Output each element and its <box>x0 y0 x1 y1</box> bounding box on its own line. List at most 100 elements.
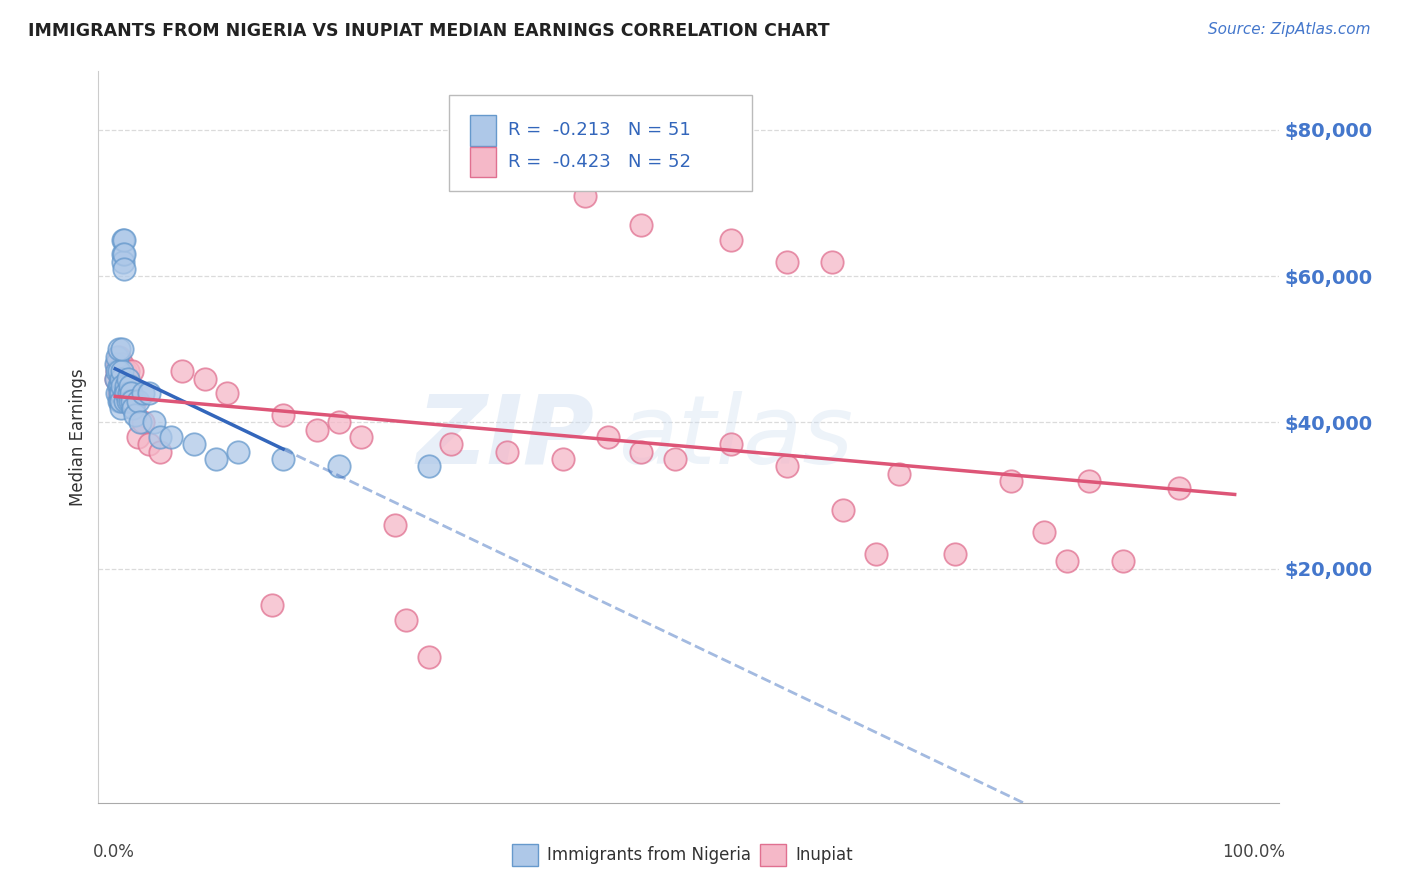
Point <box>115 371 138 385</box>
Text: atlas: atlas <box>619 391 853 483</box>
Text: Immigrants from Nigeria: Immigrants from Nigeria <box>547 847 751 864</box>
Point <box>110 371 132 385</box>
Point <box>121 364 143 378</box>
Point <box>117 393 139 408</box>
Point <box>112 233 135 247</box>
Point <box>107 379 129 393</box>
Point <box>128 416 150 430</box>
Point <box>1033 525 1056 540</box>
Point <box>205 452 228 467</box>
Text: R =  -0.423   N = 52: R = -0.423 N = 52 <box>508 153 692 171</box>
Point <box>865 547 887 561</box>
Text: Source: ZipAtlas.com: Source: ZipAtlas.com <box>1208 22 1371 37</box>
Point <box>112 233 135 247</box>
Point <box>107 386 129 401</box>
Point <box>1056 554 1078 568</box>
Bar <box>471 146 496 178</box>
Point <box>107 364 129 378</box>
Text: R =  -0.213   N = 51: R = -0.213 N = 51 <box>508 121 690 139</box>
Point <box>107 386 129 401</box>
Point <box>115 379 138 393</box>
Point <box>271 452 294 467</box>
Bar <box>512 845 537 866</box>
Text: 100.0%: 100.0% <box>1222 843 1285 861</box>
Point <box>107 393 129 408</box>
Text: ZIP: ZIP <box>416 391 595 483</box>
Point <box>115 386 138 401</box>
Point <box>831 503 853 517</box>
Point <box>821 254 844 268</box>
Point <box>1078 474 1101 488</box>
Point <box>630 218 652 232</box>
Point <box>160 430 183 444</box>
Point <box>350 430 373 444</box>
Point <box>108 386 131 401</box>
Point <box>114 386 136 401</box>
Y-axis label: Median Earnings: Median Earnings <box>69 368 87 506</box>
Text: IMMIGRANTS FROM NIGERIA VS INUPIAT MEDIAN EARNINGS CORRELATION CHART: IMMIGRANTS FROM NIGERIA VS INUPIAT MEDIA… <box>28 22 830 40</box>
Bar <box>471 115 496 146</box>
Point <box>107 364 129 378</box>
Point <box>111 386 134 401</box>
Point <box>114 364 136 378</box>
Point <box>596 430 619 444</box>
Point <box>117 386 139 401</box>
Point <box>122 401 145 415</box>
Point <box>328 416 350 430</box>
FancyBboxPatch shape <box>449 95 752 191</box>
Point <box>110 386 132 401</box>
Point <box>138 437 160 451</box>
Point <box>183 437 205 451</box>
Point <box>887 467 910 481</box>
Point <box>111 357 134 371</box>
Point <box>114 393 136 408</box>
Point <box>271 408 294 422</box>
Point <box>117 371 139 385</box>
Point <box>440 437 463 451</box>
Point <box>720 233 742 247</box>
Point <box>112 379 135 393</box>
Point <box>107 350 129 364</box>
Point <box>107 350 129 364</box>
Point <box>776 254 799 268</box>
Point <box>105 371 128 385</box>
Text: 0.0%: 0.0% <box>93 843 135 861</box>
Point <box>108 386 131 401</box>
Point <box>108 393 131 408</box>
Point <box>943 547 966 561</box>
Point <box>1000 474 1022 488</box>
Point <box>118 393 141 408</box>
Point <box>110 401 132 415</box>
Point <box>112 371 135 385</box>
Point <box>112 254 135 268</box>
Point <box>110 393 132 408</box>
Point <box>110 393 132 408</box>
Point <box>112 393 135 408</box>
Point <box>630 444 652 458</box>
Point <box>138 386 160 401</box>
Point <box>551 452 574 467</box>
Point <box>112 247 135 261</box>
Point <box>120 386 142 401</box>
Point <box>328 459 350 474</box>
Point <box>111 343 134 357</box>
Point <box>124 393 146 408</box>
Point <box>194 371 217 385</box>
Point <box>228 444 250 458</box>
Point <box>105 357 128 371</box>
Point <box>418 649 440 664</box>
Point <box>143 416 166 430</box>
Point <box>127 430 149 444</box>
Point <box>305 423 328 437</box>
Point <box>1167 481 1189 495</box>
Text: Inupiat: Inupiat <box>796 847 853 864</box>
Point <box>418 459 440 474</box>
Point <box>1112 554 1135 568</box>
Point <box>172 364 194 378</box>
Point <box>108 371 131 385</box>
Point <box>776 459 799 474</box>
Point <box>107 364 129 378</box>
Point <box>574 188 596 202</box>
Point <box>114 386 136 401</box>
Point <box>384 517 406 532</box>
